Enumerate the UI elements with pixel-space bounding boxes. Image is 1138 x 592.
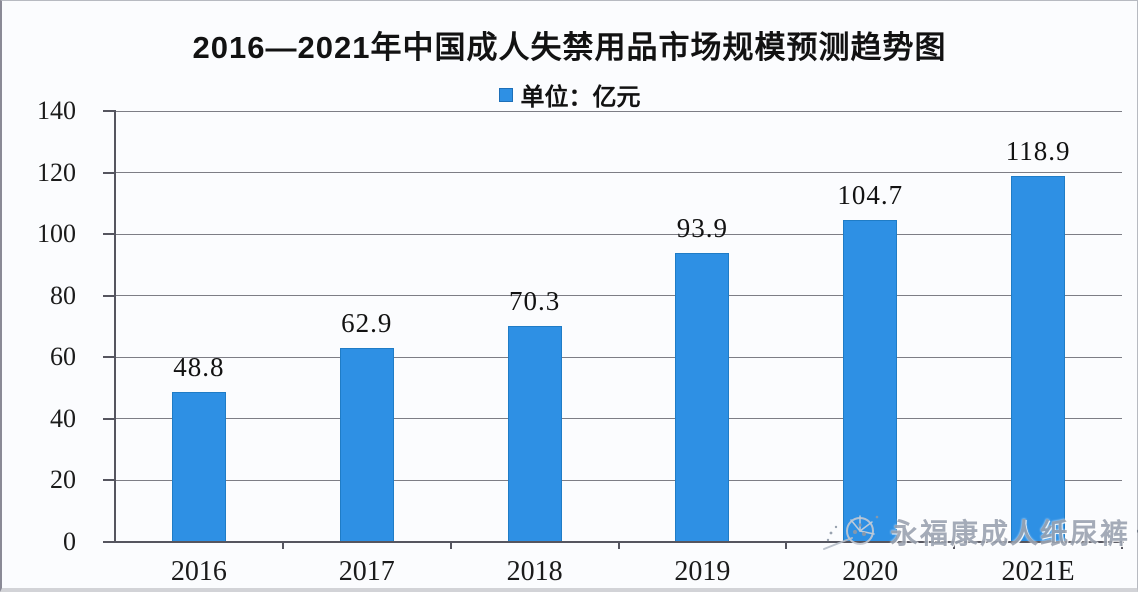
x-axis-label: 2018 [506, 556, 563, 587]
x-axis-boundary-tick [617, 542, 620, 549]
watermark-corner-mark: ¬ [1136, 520, 1138, 544]
bar-value-label: 48.8 [173, 351, 225, 382]
y-axis-label: 140 [37, 96, 76, 125]
bar-value-label: 70.3 [508, 285, 561, 316]
bar [339, 348, 394, 542]
bar [675, 252, 730, 542]
x-axis-label: 2020 [842, 556, 899, 587]
y-axis-tick [103, 356, 116, 359]
bar [171, 391, 226, 542]
y-axis-tick [103, 541, 116, 543]
bar [843, 219, 898, 542]
chart-title: 2016—2021年中国成人失禁用品市场规模预测趋势图 [192, 30, 947, 65]
x-axis-label: 2017 [338, 556, 395, 587]
legend-label: 单位：亿元 [520, 84, 641, 111]
legend: 单位：亿元 [2, 77, 1137, 112]
gridline [115, 356, 1122, 358]
y-axis-tick [103, 110, 116, 112]
x-axis-boundary-tick [953, 542, 956, 549]
gridline [115, 172, 1122, 174]
y-axis-tick [103, 171, 116, 174]
x-axis-label: 2019 [674, 556, 731, 587]
gridline [115, 233, 1122, 235]
y-axis-label: 20 [50, 465, 76, 495]
y-axis-label: 40 [50, 403, 76, 433]
y-axis-tick [103, 479, 116, 482]
watermark: 永福康成人纸尿裤 ¬ [822, 507, 1138, 557]
x-axis-label: 2021E [1001, 556, 1075, 587]
y-axis-tick [103, 417, 116, 420]
bar-value-label: 118.9 [1005, 135, 1071, 166]
bar [507, 325, 562, 542]
y-axis-label: 0 [63, 527, 76, 556]
bar-value-label: 104.7 [837, 179, 904, 210]
legend-swatch-icon [498, 87, 513, 102]
x-axis-label: 2016 [170, 556, 227, 587]
plot-area [114, 110, 1122, 543]
y-axis-label: 120 [37, 157, 76, 187]
gridline [115, 418, 1122, 420]
y-axis-label: 80 [50, 280, 76, 310]
dandelion-logo-icon [823, 515, 879, 550]
watermark-text: 永福康成人纸尿裤 [890, 518, 1131, 549]
y-axis-label: 60 [50, 342, 76, 372]
y-axis-tick [103, 233, 116, 236]
bar-value-label: 62.9 [341, 308, 393, 339]
y-axis-tick [103, 294, 116, 297]
y-axis-label: 100 [37, 219, 76, 249]
bar-value-label: 93.9 [676, 212, 729, 243]
x-axis-boundary-tick [785, 542, 788, 549]
x-axis-boundary-tick [281, 542, 284, 549]
gridline [115, 479, 1122, 481]
gridline [115, 295, 1122, 297]
bar [1011, 175, 1066, 542]
y-axis-line [114, 111, 116, 543]
gridline [115, 110, 1122, 112]
x-axis-boundary-tick [1121, 542, 1123, 549]
x-axis-boundary-tick [449, 542, 452, 549]
